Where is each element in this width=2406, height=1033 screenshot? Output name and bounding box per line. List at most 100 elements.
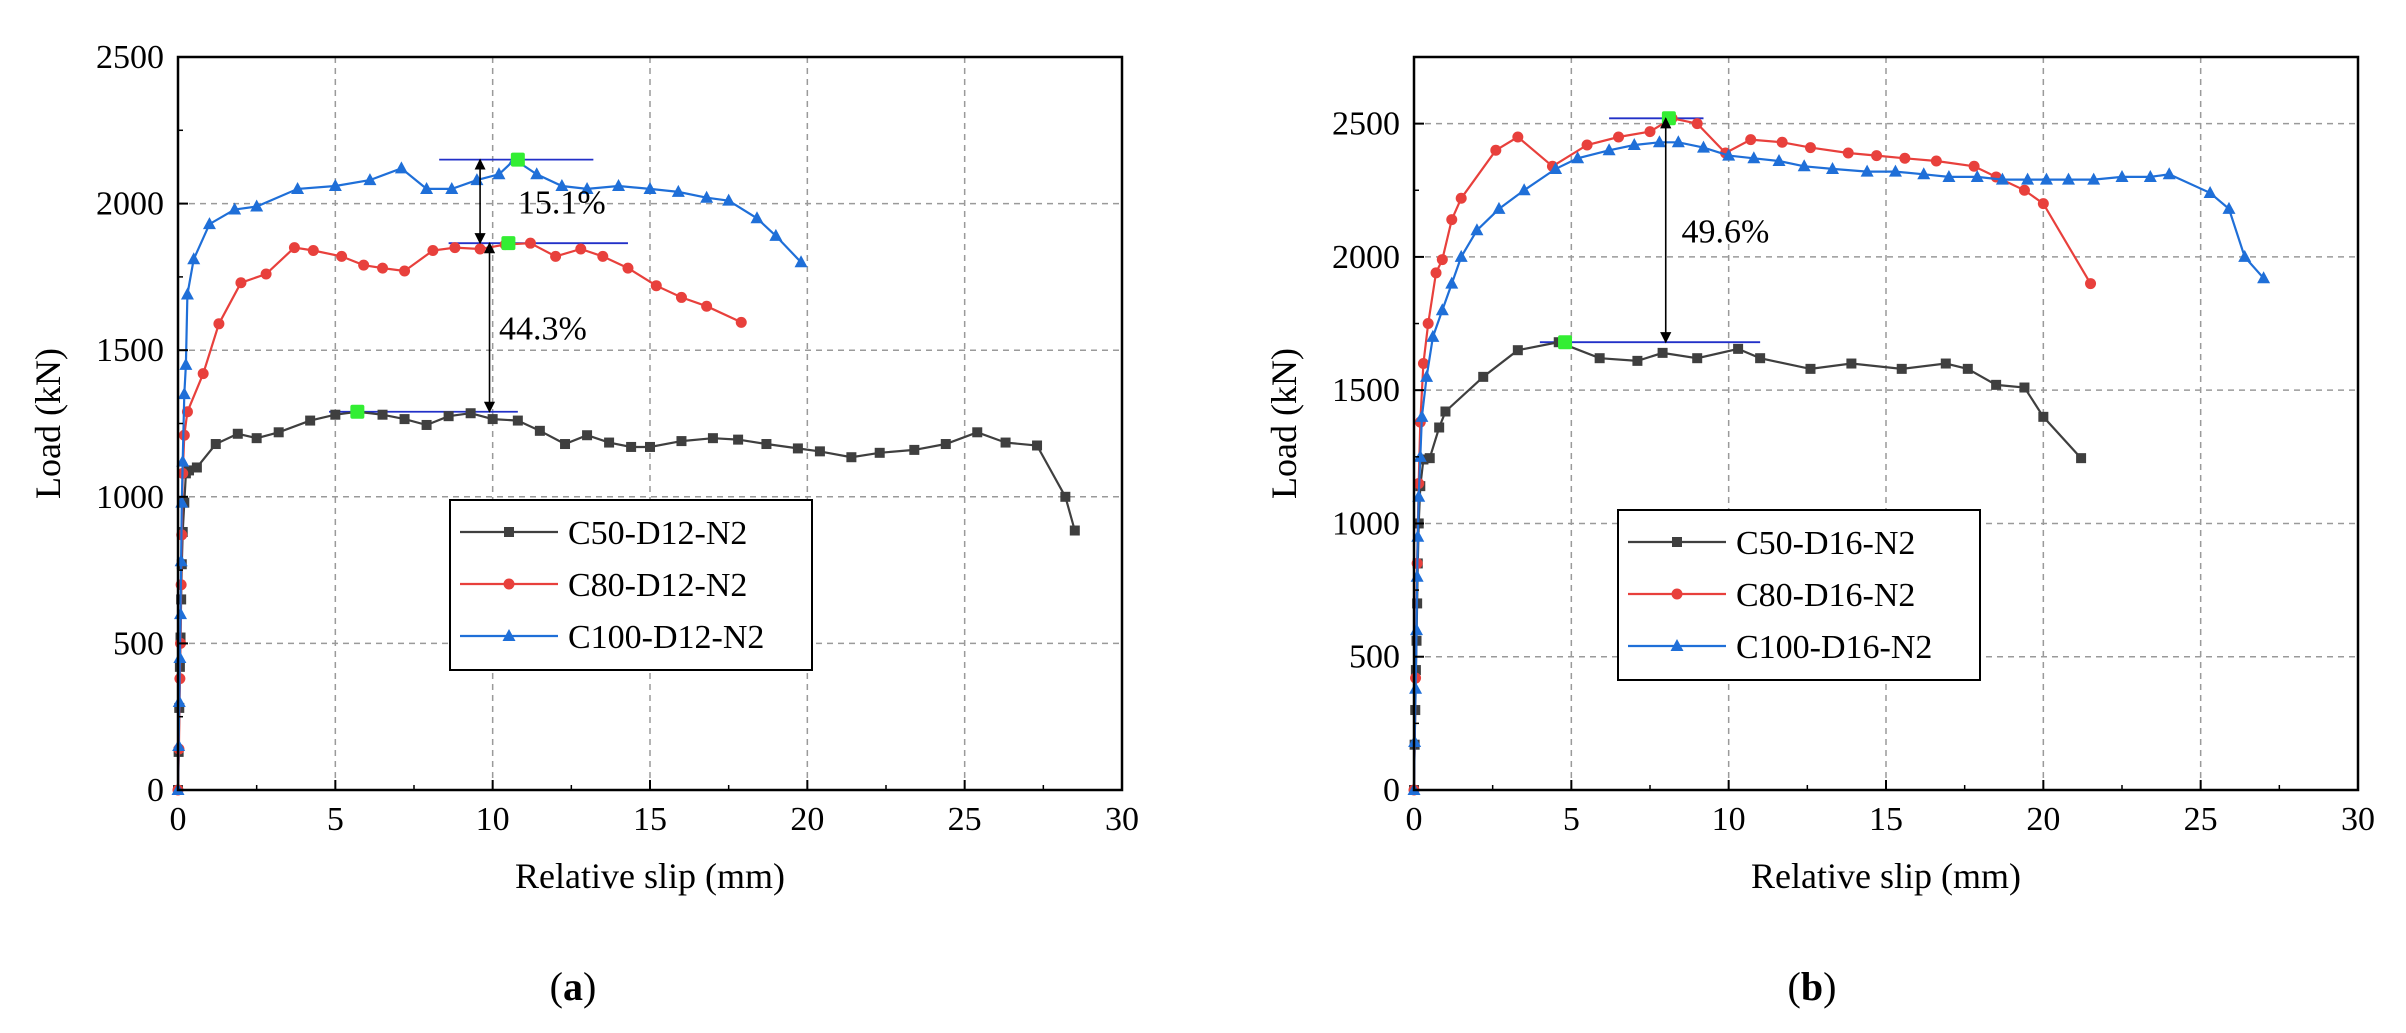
data-point xyxy=(305,415,316,426)
data-point xyxy=(1549,161,1563,174)
x-tick-label: 0 xyxy=(1406,801,1423,838)
data-point xyxy=(2076,453,2087,464)
x-tick-label: 15 xyxy=(1869,801,1903,838)
data-point xyxy=(794,255,808,268)
data-point xyxy=(700,190,714,203)
data-point xyxy=(427,245,439,257)
data-point xyxy=(940,439,951,450)
data-point xyxy=(2222,201,2236,214)
data-point xyxy=(177,387,191,400)
data-point xyxy=(291,181,305,194)
data-point xyxy=(1657,347,1668,358)
y-tick-label: 1500 xyxy=(1332,372,1400,409)
data-point xyxy=(1446,214,1458,226)
caption-paren: ) xyxy=(1823,964,1836,1009)
data-point xyxy=(2021,172,2035,185)
x-tick-label: 25 xyxy=(2184,801,2218,838)
data-point xyxy=(1571,151,1585,164)
y-tick-label: 2500 xyxy=(96,39,164,76)
legend-b: C50-D16-N2 C80-D16-N2 C100-D16-N2 xyxy=(1617,509,1981,681)
data-point xyxy=(582,430,593,441)
data-point xyxy=(575,243,587,255)
data-point xyxy=(750,211,764,224)
data-point xyxy=(2143,169,2157,182)
data-point xyxy=(550,250,562,262)
data-point xyxy=(761,439,772,450)
legend-marker xyxy=(503,578,515,590)
data-point xyxy=(172,695,186,708)
data-point xyxy=(1826,161,1840,174)
x-tick-label: 5 xyxy=(1563,801,1580,838)
series-line-C100-D16-N2 xyxy=(1412,141,2265,791)
data-point xyxy=(1490,144,1502,156)
data-point xyxy=(534,425,545,436)
data-point xyxy=(722,193,736,206)
data-point xyxy=(1962,363,1973,374)
data-point xyxy=(2087,172,2101,185)
data-point xyxy=(1755,353,1766,364)
x-tick-label: 10 xyxy=(1712,801,1746,838)
data-point xyxy=(1410,623,1424,636)
data-point xyxy=(1692,353,1703,364)
data-point xyxy=(622,262,634,274)
data-point xyxy=(846,452,857,463)
axis-ticks-a: 0 5 10 15 20 25 30 0 500 1000 1500 2000 2500 xyxy=(96,39,1139,838)
data-point xyxy=(191,462,202,473)
data-point xyxy=(1409,681,1423,694)
data-point xyxy=(909,444,920,455)
data-point xyxy=(1613,131,1625,143)
data-point xyxy=(612,179,626,192)
data-point xyxy=(492,167,506,180)
data-point xyxy=(1871,150,1883,162)
data-point xyxy=(184,465,195,476)
data-point xyxy=(1420,369,1434,382)
grid-a xyxy=(178,57,1122,790)
data-point xyxy=(604,437,615,448)
data-point xyxy=(1691,118,1703,130)
data-point xyxy=(1930,155,1942,167)
data-point xyxy=(1940,358,1951,369)
x-tick-label: 0 xyxy=(170,801,187,838)
data-point xyxy=(328,179,342,192)
data-point xyxy=(643,181,657,194)
data-point xyxy=(1842,147,1854,159)
data-point xyxy=(1478,371,1489,382)
caption-a: (a) xyxy=(550,964,597,1009)
data-point xyxy=(1602,143,1616,156)
data-point xyxy=(1470,223,1484,236)
data-point xyxy=(1430,267,1442,279)
data-point xyxy=(512,415,523,426)
data-point xyxy=(1422,318,1434,330)
data-point xyxy=(1412,489,1426,502)
chart-panel-a: 15.1% 44.3% 0 5 10 15 20 25 30 0 500 1000 1500 2000 2… xyxy=(28,39,1139,1009)
data-point xyxy=(1733,343,1744,354)
data-point xyxy=(597,250,609,262)
data-point xyxy=(1410,569,1424,582)
data-point xyxy=(1492,201,1506,214)
series-group-a xyxy=(171,152,1080,796)
data-point xyxy=(1804,142,1816,154)
y-tick-label: 1500 xyxy=(96,332,164,369)
data-point xyxy=(377,262,389,274)
x-tick-label: 5 xyxy=(327,801,344,838)
legend-items-b: C50-D16-N2 C80-D16-N2 C100-D16-N2 xyxy=(1628,525,1932,666)
caption-letter: b xyxy=(1801,964,1823,1009)
data-point xyxy=(2039,172,2053,185)
data-point xyxy=(1435,303,1449,316)
x-tick-label: 30 xyxy=(1105,801,1139,838)
y-tick-label: 500 xyxy=(1349,639,1400,676)
data-point xyxy=(1512,345,1523,356)
x-tick-label: 25 xyxy=(948,801,982,838)
data-point xyxy=(972,427,983,438)
data-point xyxy=(1445,276,1459,289)
data-point xyxy=(2203,185,2217,198)
data-point xyxy=(260,268,272,280)
data-point xyxy=(377,409,388,420)
data-point xyxy=(1888,164,1902,177)
reference-lines-b xyxy=(1539,117,1761,344)
highlight-point xyxy=(1661,111,1676,126)
data-point xyxy=(174,607,188,620)
data-point xyxy=(399,265,411,277)
x-tick-label: 15 xyxy=(633,801,667,838)
data-point xyxy=(210,439,221,450)
